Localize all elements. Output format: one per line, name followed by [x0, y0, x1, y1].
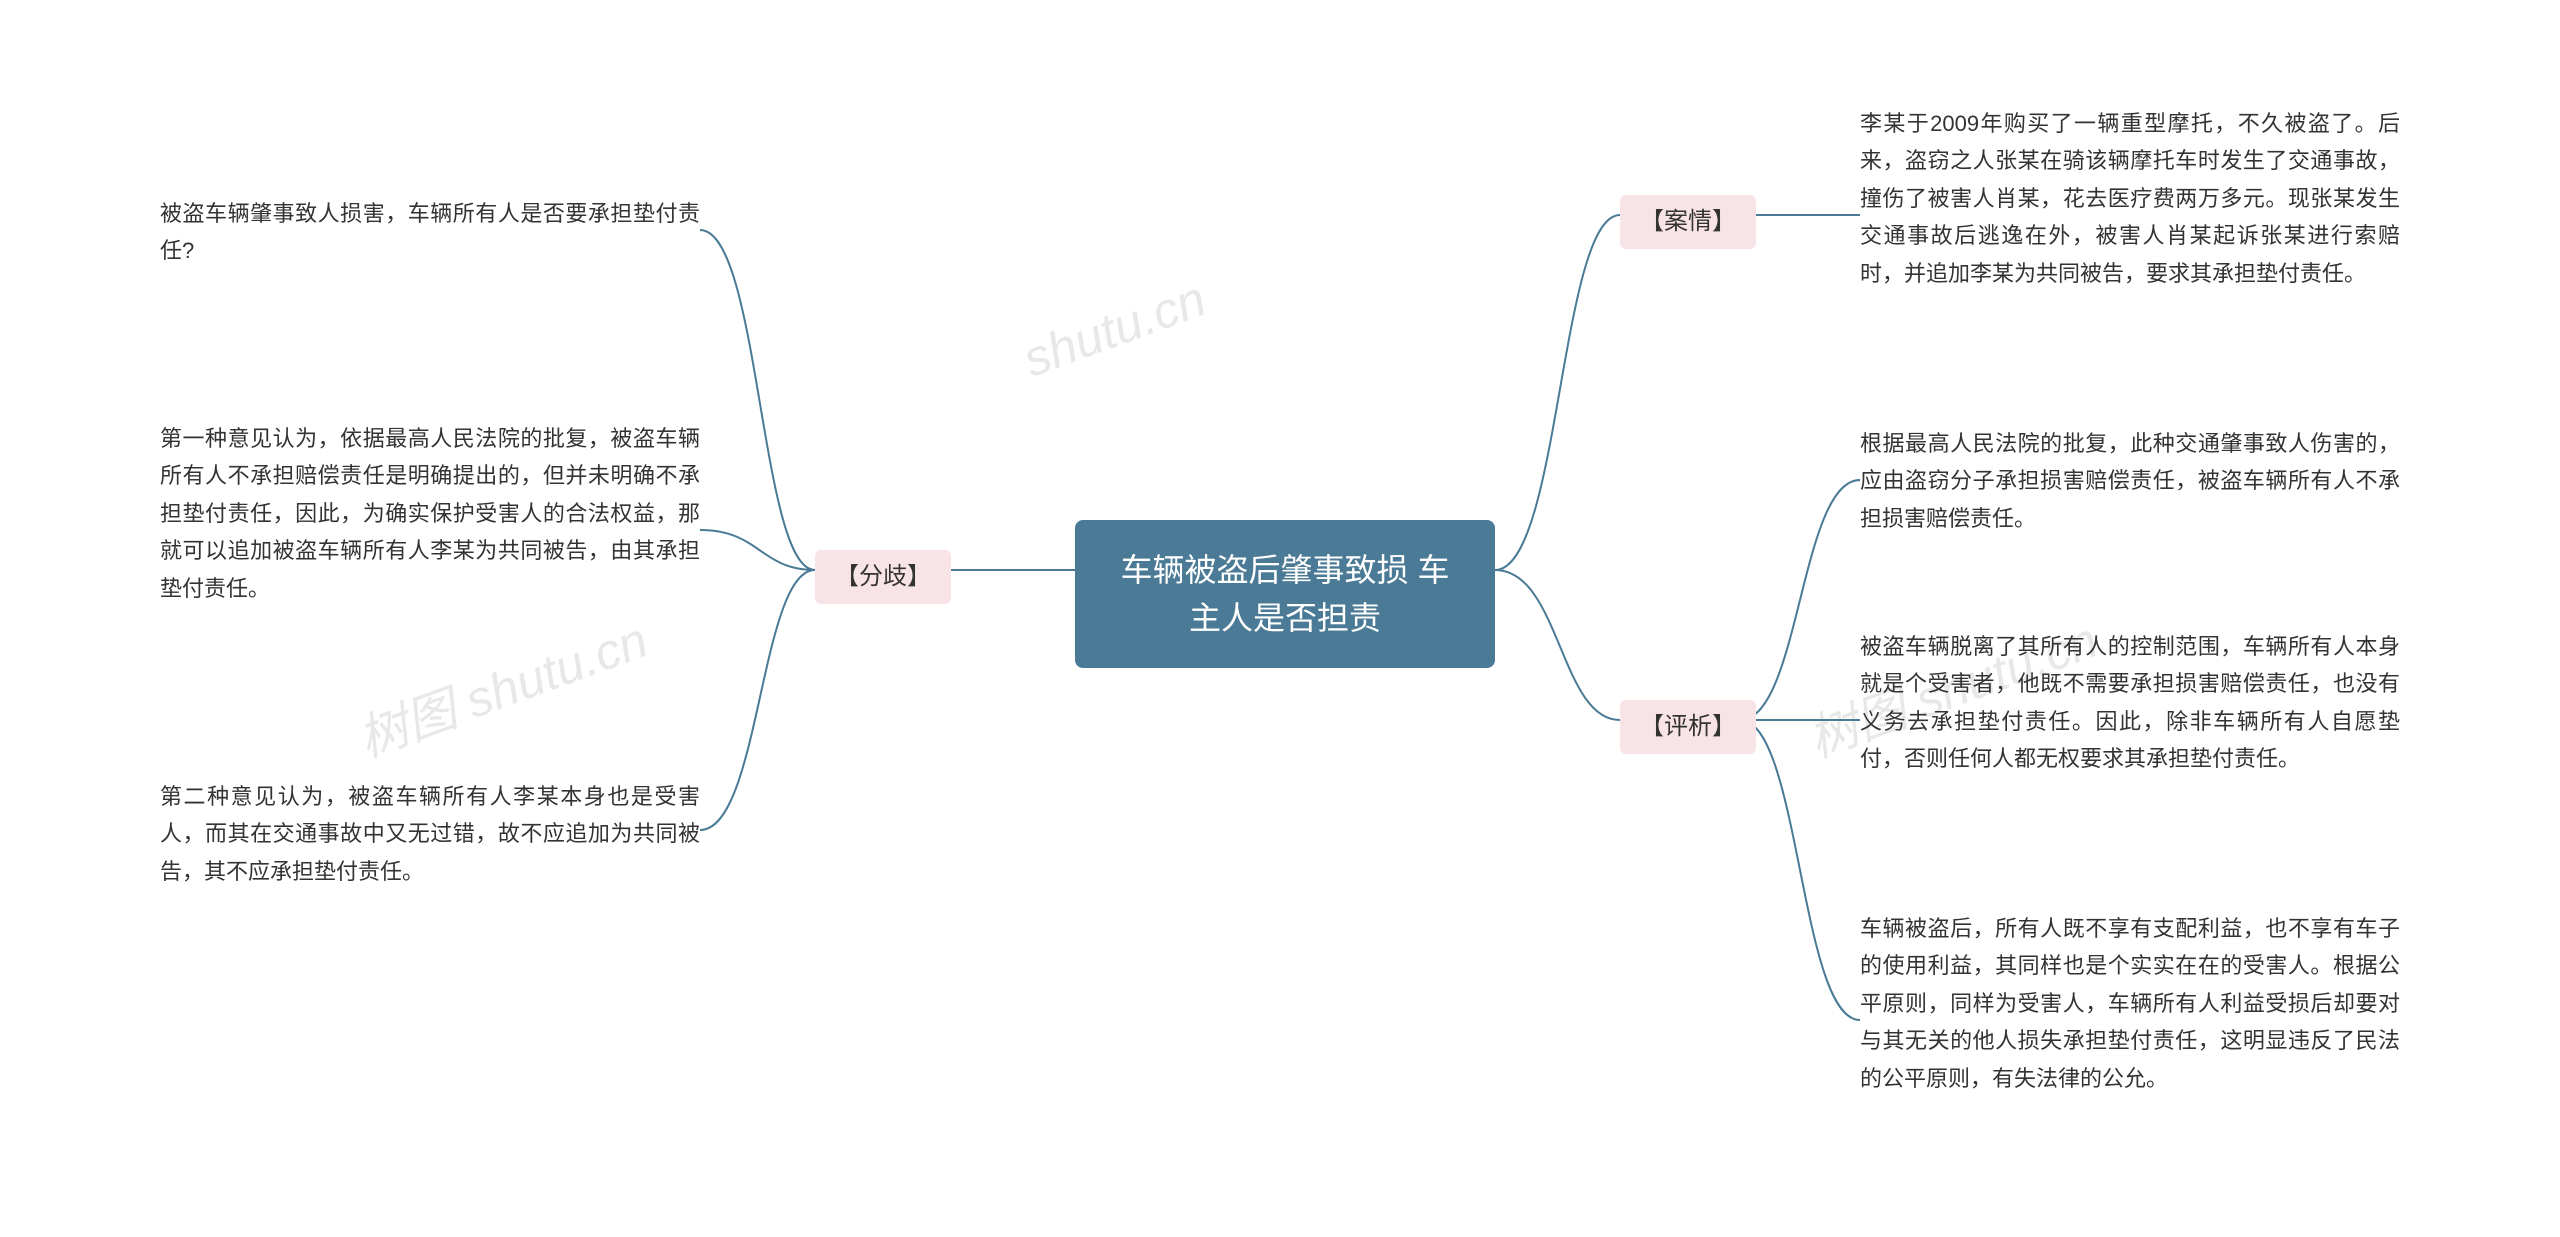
branch-right-analysis: 【评析】 [1620, 700, 1756, 754]
watermark-1: 树图 shutu.cn [347, 600, 656, 771]
leaf-left-1: 第一种意见认为，依据最高人民法院的批复，被盗车辆所有人不承担赔偿责任是明确提出的… [160, 420, 700, 607]
leaf-right-case-0: 李某于2009年购买了一辆重型摩托，不久被盗了。后来，盗窃之人张某在骑该辆摩托车… [1860, 105, 2400, 292]
leaf-left-0: 被盗车辆肇事致人损害，车辆所有人是否要承担垫付责任? [160, 195, 700, 270]
leaf-left-2: 第二种意见认为，被盗车辆所有人李某本身也是受害人，而其在交通事故中又无过错，故不… [160, 778, 700, 890]
watermark-3: shutu.cn [1016, 269, 1213, 388]
branch-right-case: 【案情】 [1620, 195, 1756, 249]
leaf-right-analysis-2: 车辆被盗后，所有人既不享有支配利益，也不享有车子的使用利益，其同样也是个实实在在… [1860, 910, 2400, 1097]
center-node: 车辆被盗后肇事致损 车主人是否担责 [1075, 520, 1495, 668]
branch-left-divergence: 【分歧】 [815, 550, 951, 604]
leaf-right-analysis-1: 被盗车辆脱离了其所有人的控制范围，车辆所有人本身就是个受害者，他既不需要承担损害… [1860, 628, 2400, 778]
leaf-right-analysis-0: 根据最高人民法院的批复，此种交通肇事致人伤害的，应由盗窃分子承担损害赔偿责任，被… [1860, 425, 2400, 537]
